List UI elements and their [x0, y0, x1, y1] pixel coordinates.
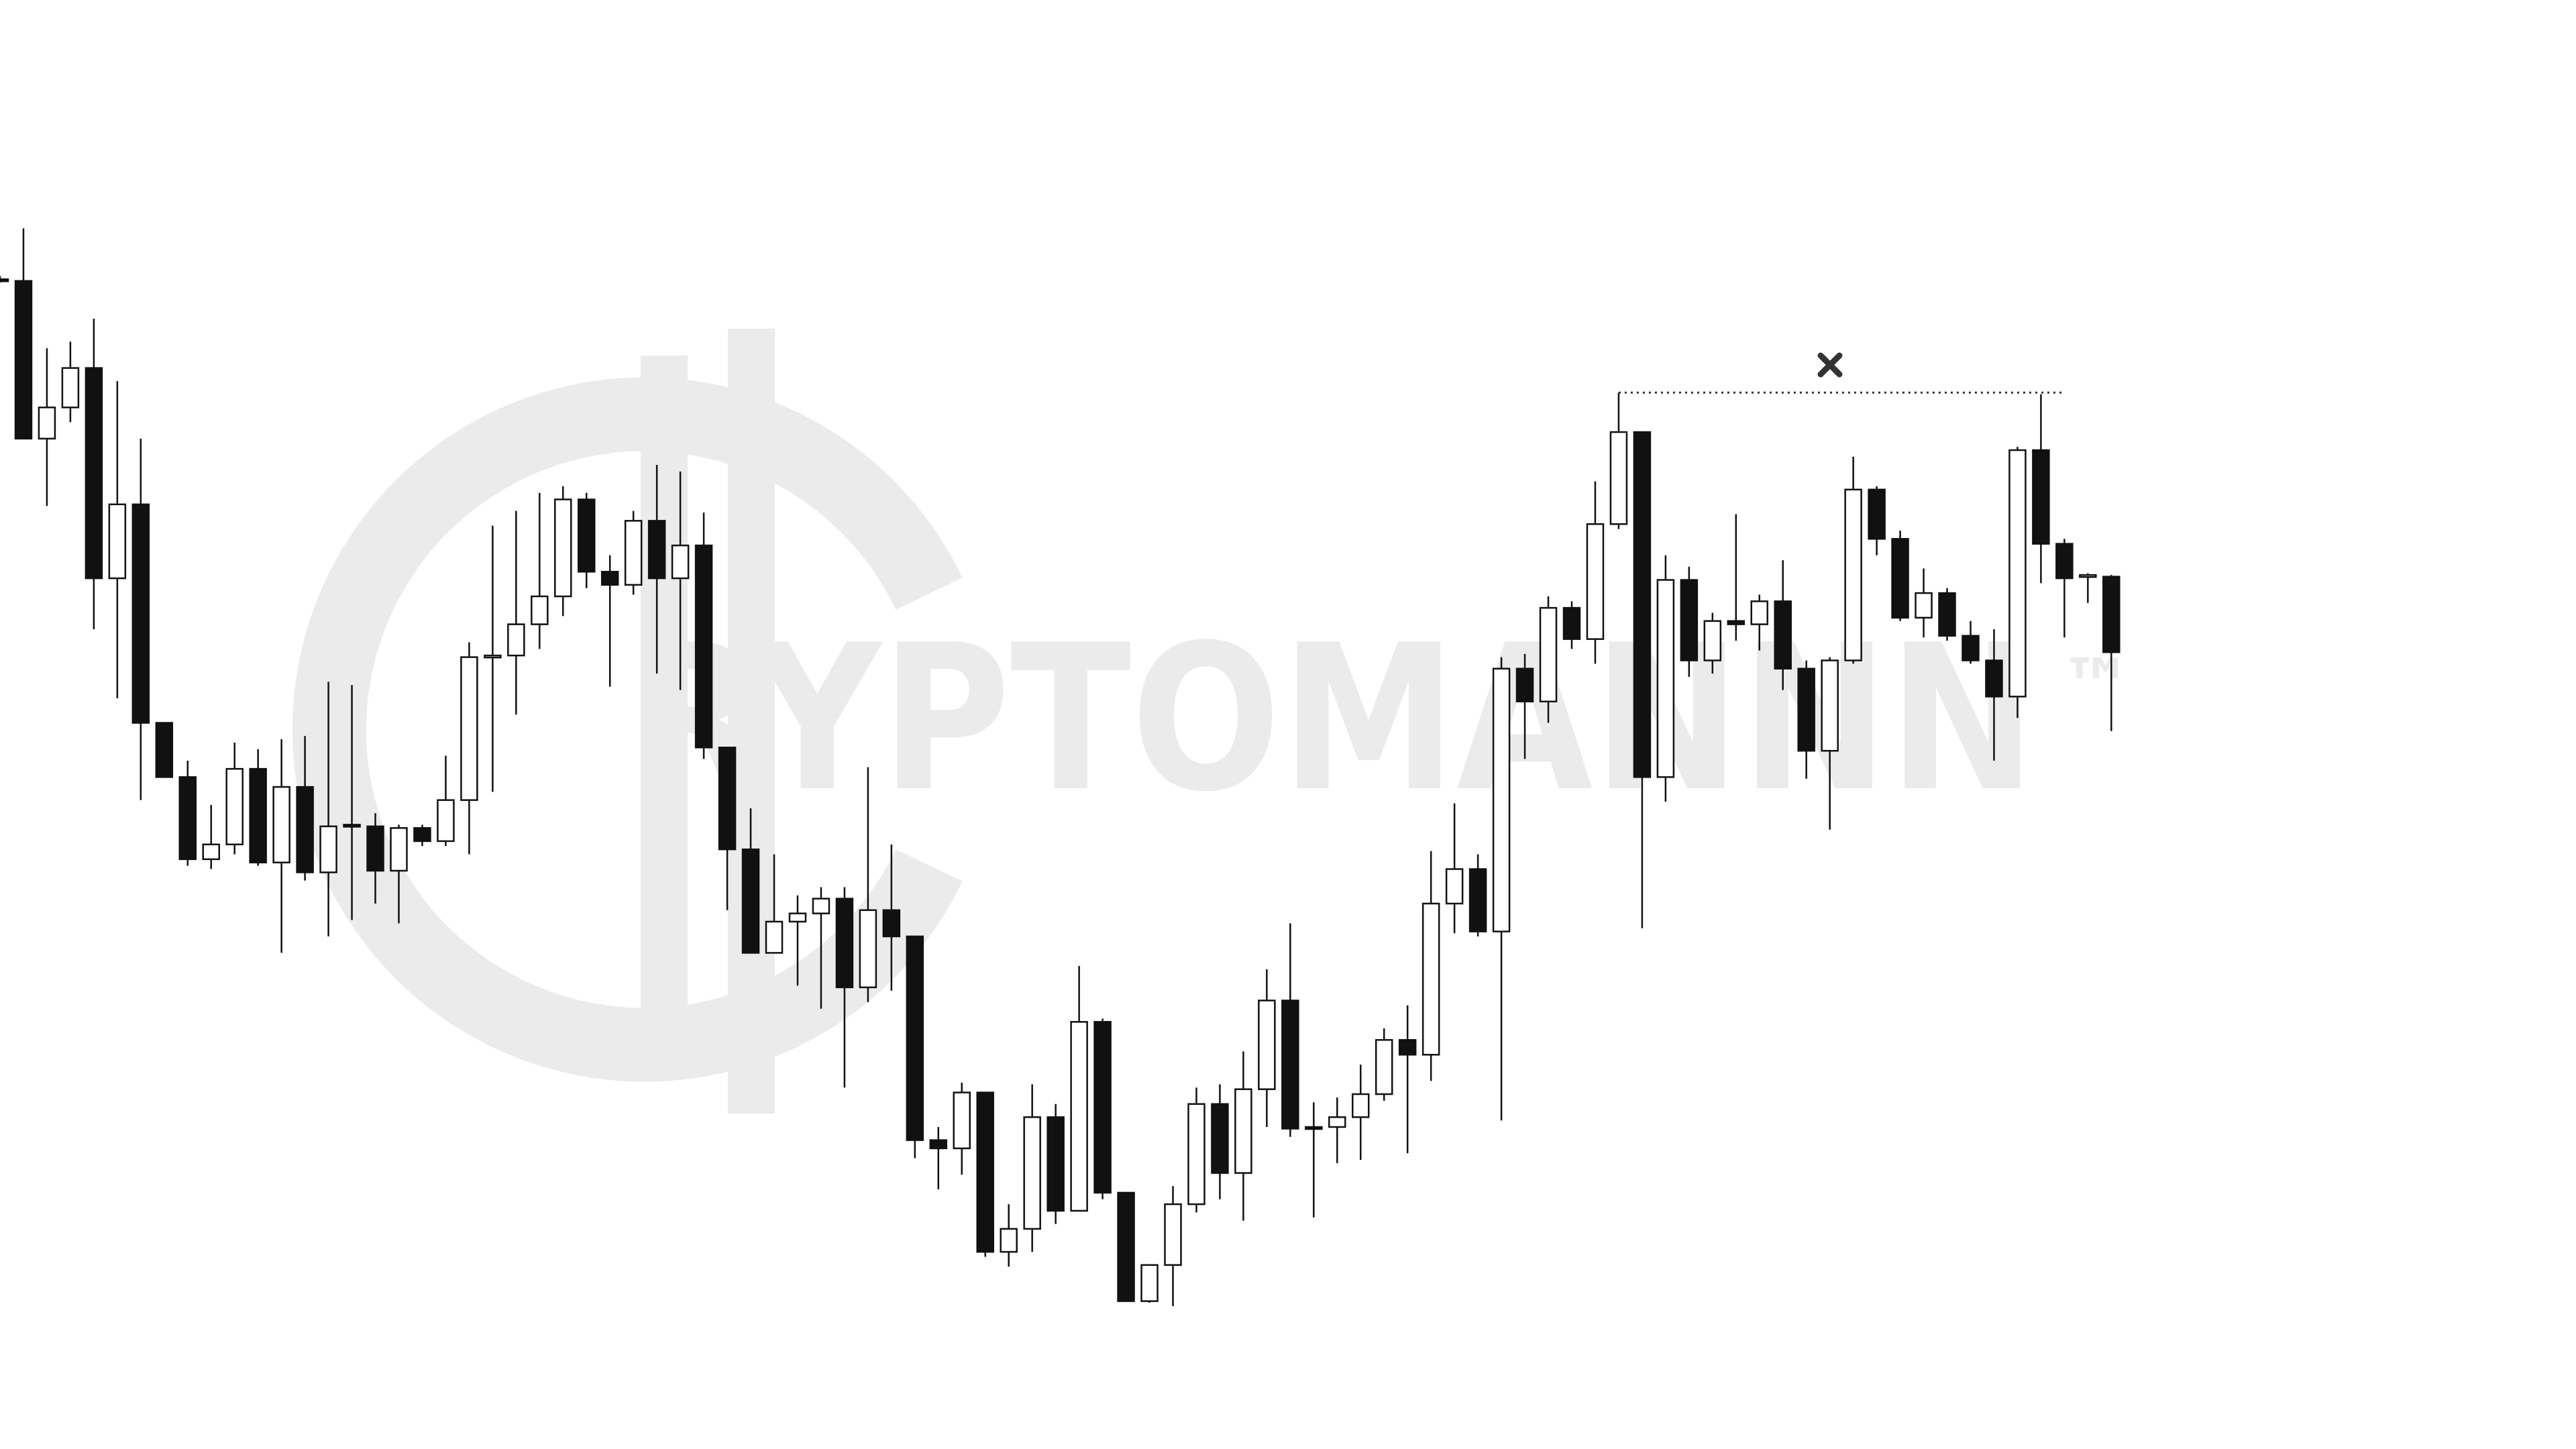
- candle-body: [272, 786, 290, 863]
- candle-body: [1938, 592, 1956, 637]
- candle-body: [178, 776, 197, 861]
- candle-body: [131, 503, 150, 724]
- candle-body: [578, 498, 596, 573]
- candle-body: [1445, 868, 1464, 905]
- candle-body: [1023, 1116, 1041, 1230]
- candle-body: [1797, 667, 1815, 752]
- equal-highs-marker: [1817, 352, 1843, 378]
- candle-body: [1164, 1203, 1182, 1266]
- candle-body: [437, 799, 455, 843]
- candle-body: [859, 909, 877, 989]
- candle-body: [1891, 538, 1909, 619]
- candle-body: [1703, 620, 1722, 661]
- candle-body: [1844, 488, 1862, 661]
- marker-x: [1817, 352, 1843, 378]
- watermark-c: [292, 377, 963, 1082]
- candle-body: [882, 909, 901, 938]
- candle-body: [14, 280, 33, 440]
- candle-body: [1234, 1088, 1252, 1174]
- watermark-bars: [641, 329, 775, 1114]
- candle-body: [554, 498, 572, 598]
- candle-body: [600, 570, 619, 586]
- candle-body: [624, 520, 643, 586]
- candle-body: [319, 825, 337, 873]
- candle-body: [765, 920, 784, 954]
- candle-body: [531, 595, 549, 625]
- candle-body: [2055, 543, 2074, 580]
- candle-body: [1539, 606, 1558, 702]
- candle-body: [1093, 1021, 1112, 1194]
- candle-body: [1070, 1021, 1088, 1212]
- candle-body: [976, 1091, 994, 1253]
- candle-body: [1492, 667, 1511, 932]
- candles: [0, 228, 2121, 1306]
- candle-body: [1305, 1126, 1323, 1130]
- candle-body: [1117, 1191, 1135, 1302]
- candle-body: [296, 786, 314, 873]
- candle-body: [812, 898, 830, 914]
- candle-body: [1187, 1103, 1205, 1205]
- candle-body: [1633, 431, 1652, 778]
- candle-body: [1140, 1264, 1159, 1302]
- candle-body: [108, 503, 127, 580]
- candle-body: [671, 544, 690, 580]
- candle-body: [343, 824, 361, 828]
- candle-body: [835, 898, 854, 989]
- candle-body: [1375, 1038, 1393, 1095]
- candle-body: [2079, 574, 2097, 578]
- candle-body: [202, 843, 220, 861]
- candle-body: [38, 407, 56, 440]
- candle-body: [718, 747, 737, 851]
- candle-body: [2008, 449, 2027, 698]
- candle-body: [1421, 902, 1440, 1056]
- candle-body: [1915, 592, 1933, 619]
- candle-body: [741, 848, 760, 954]
- candle-body: [1821, 659, 1839, 752]
- candle-body: [1211, 1103, 1229, 1174]
- candle-body: [647, 520, 666, 580]
- candle-body: [2032, 449, 2050, 545]
- candle-body: [1727, 620, 1746, 625]
- candle-body: [1515, 667, 1534, 702]
- candle-body: [1562, 606, 1581, 640]
- candle-body: [1680, 579, 1699, 661]
- watermark-trademark: ™: [2059, 643, 2133, 729]
- watermark-logo: [292, 329, 963, 1114]
- candle-body: [484, 654, 502, 659]
- candle-body: [1328, 1116, 1346, 1128]
- candle-body: [1000, 1228, 1018, 1253]
- candle-body: [507, 623, 525, 657]
- candle-body: [929, 1139, 948, 1150]
- candle-body: [366, 825, 384, 872]
- candle-body: [1750, 600, 1768, 625]
- candle-body: [1468, 868, 1487, 932]
- candle-body: [225, 767, 244, 846]
- candle-body: [1398, 1038, 1417, 1056]
- candle-body: [1258, 1000, 1276, 1090]
- candle-body: [460, 656, 478, 801]
- candle-body: [61, 367, 80, 409]
- candle-body: [1046, 1116, 1065, 1212]
- candle-body: [906, 935, 924, 1141]
- candle-body: [1352, 1093, 1370, 1118]
- candle-body: [1609, 431, 1628, 525]
- candle-body: [1281, 1000, 1299, 1130]
- candle-body: [390, 827, 408, 872]
- candle-body: [694, 544, 713, 749]
- candle-body: [85, 367, 103, 580]
- candle-body: [0, 278, 9, 282]
- candle-body: [1774, 600, 1792, 669]
- candle-body: [788, 912, 807, 923]
- candle-body: [1656, 579, 1675, 778]
- candle-body: [413, 827, 431, 843]
- candle-body: [155, 722, 174, 778]
- candle-body: [249, 767, 267, 863]
- candle-body: [1962, 635, 1980, 661]
- candle-body: [1868, 488, 1886, 540]
- candle-body: [953, 1091, 971, 1150]
- candle-body: [1985, 659, 2003, 698]
- candle-body: [1586, 523, 1605, 640]
- candle-body: [2102, 576, 2121, 653]
